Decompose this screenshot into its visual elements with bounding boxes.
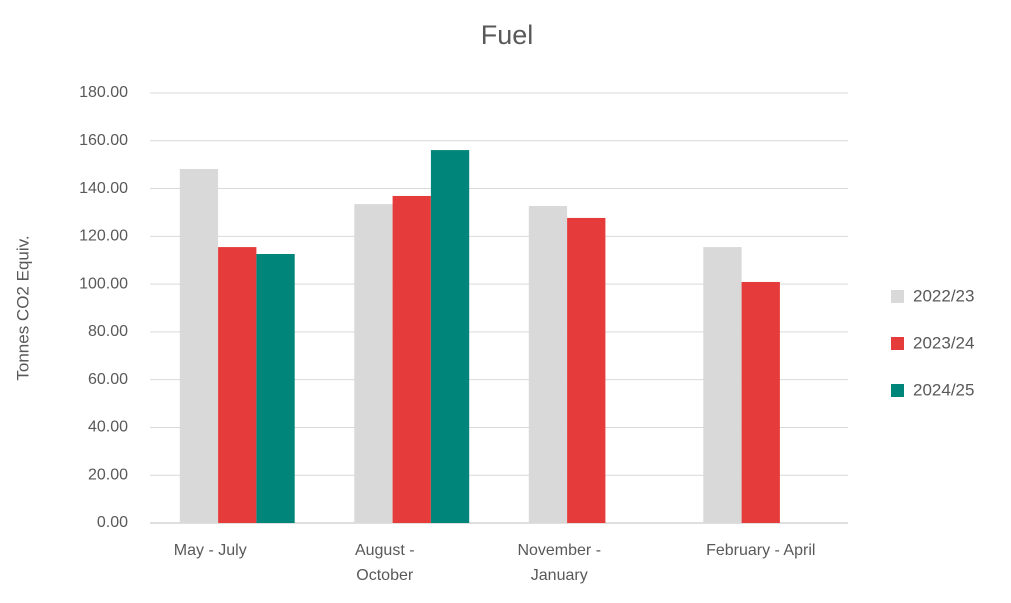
y-tick-label: 140.00: [79, 180, 128, 197]
x-tick-label: November - January: [517, 542, 602, 584]
legend-label: 2024/25: [913, 380, 974, 399]
legend-swatch: [891, 337, 904, 350]
bar: [703, 247, 742, 524]
y-tick-label: 0.00: [97, 514, 128, 531]
y-tick-label: 80.00: [88, 323, 128, 340]
bar: [392, 195, 431, 523]
legend-swatch: [891, 290, 904, 303]
y-tick-label: 40.00: [88, 419, 128, 436]
bar: [430, 150, 470, 523]
bar: [179, 168, 219, 523]
x-tick-label: May - July: [173, 542, 247, 559]
y-tick-label: 120.00: [79, 228, 128, 245]
y-tick-label: 100.00: [79, 275, 128, 292]
x-tick-label: August - October: [354, 542, 415, 584]
bar: [567, 217, 606, 523]
bar: [741, 281, 780, 523]
bar: [354, 204, 393, 524]
y-tick-label: 180.00: [79, 84, 128, 101]
bar: [528, 205, 568, 523]
y-tick-label: 60.00: [88, 371, 128, 388]
y-tick-label: 160.00: [79, 132, 128, 149]
x-tick-label: February - April: [706, 542, 816, 559]
y-tick-label: 20.00: [88, 466, 128, 483]
bar: [256, 254, 295, 523]
legend-label: 2022/23: [913, 286, 974, 305]
bar: [218, 247, 257, 524]
legend-swatch: [891, 384, 904, 397]
legend-label: 2023/24: [913, 333, 974, 352]
chart-title: Fuel: [481, 20, 534, 50]
y-axis-label: Tonnes CO2 Equiv.: [13, 235, 32, 380]
